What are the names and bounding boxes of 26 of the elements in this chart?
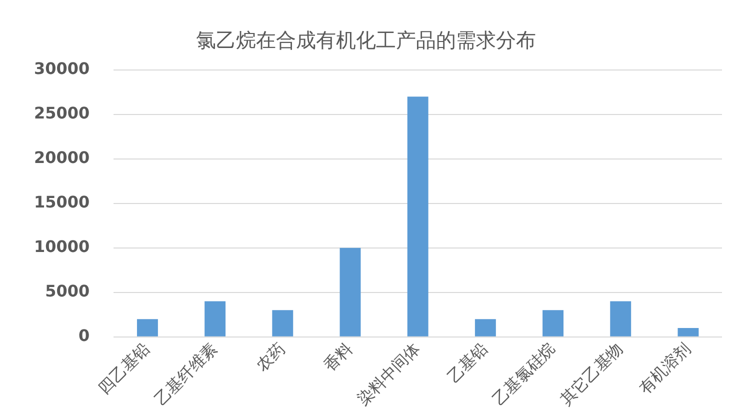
- bar: [340, 248, 361, 336]
- x-tick-label: 乙基氯硅烷: [488, 338, 559, 409]
- bar: [407, 96, 428, 336]
- y-tick-label: 5000: [45, 282, 90, 301]
- y-tick-label: 25000: [34, 104, 90, 123]
- x-tick-label: 农药: [252, 338, 288, 376]
- bar: [136, 319, 158, 336]
- x-tick-label: 有机溶剂: [635, 338, 694, 398]
- y-tick-label: 20000: [34, 148, 90, 168]
- x-tick-label: 乙基纤维素: [150, 338, 221, 409]
- bar: [272, 310, 294, 336]
- bar: [542, 310, 564, 336]
- x-tick-label: 乙基铅: [444, 338, 492, 386]
- x-tick-label: 香料: [320, 338, 356, 376]
- x-tick-label: 其它乙基物: [556, 338, 626, 409]
- x-tick-label: 四乙基铅: [94, 338, 154, 398]
- bar: [204, 301, 226, 336]
- x-tick-label: 染料中间体: [354, 338, 424, 409]
- y-tick-label: 0: [78, 326, 90, 346]
- bar: [610, 301, 632, 336]
- y-tick-label: 30000: [34, 59, 90, 78]
- y-tick-label: 10000: [34, 237, 90, 256]
- y-tick-label: 15000: [34, 192, 90, 212]
- bar: [678, 328, 699, 336]
- bar: [474, 319, 496, 336]
- chart-title: 氯乙烷在合成有机化工产品的需求分布: [196, 28, 536, 52]
